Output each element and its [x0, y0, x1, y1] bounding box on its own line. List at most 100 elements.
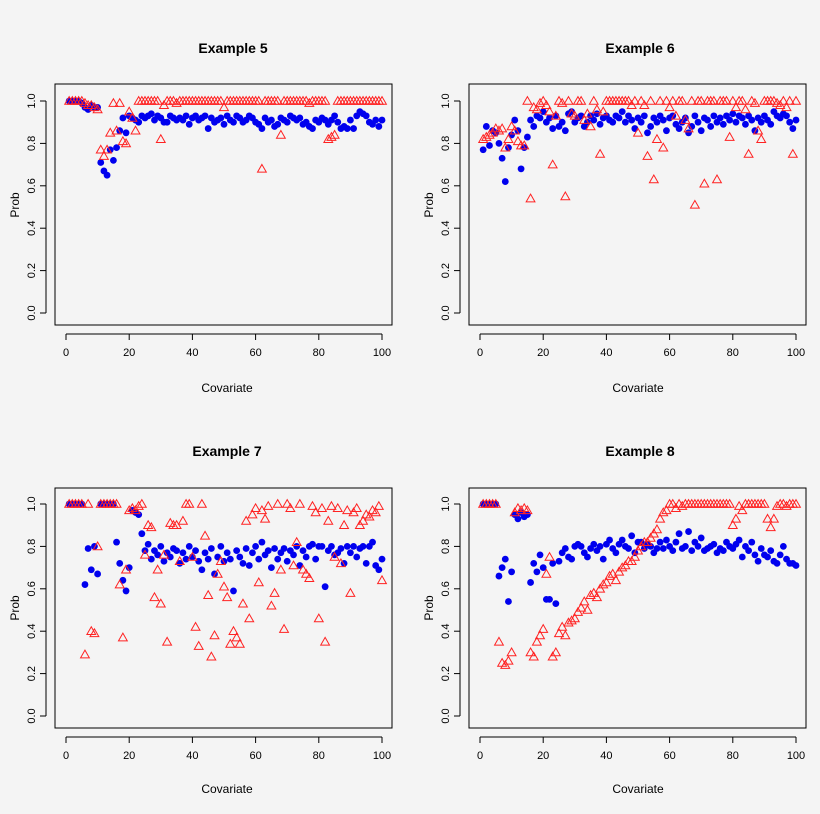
point-circle [144, 540, 152, 548]
point-triangle [664, 101, 675, 112]
point-circle [546, 114, 553, 122]
point-triangle [569, 613, 581, 623]
point-triangle [218, 101, 230, 112]
point-circle [337, 545, 345, 552]
point-triangle [537, 623, 549, 633]
point-triangle [534, 97, 546, 107]
point-circle [258, 538, 266, 546]
point-triangle [234, 638, 246, 648]
point-circle [302, 553, 310, 561]
y-axis-label: Prob [422, 595, 436, 621]
point-triangle [104, 127, 116, 137]
point-triangle [92, 104, 103, 114]
y-tick-label: 0.6 [26, 178, 38, 193]
data-points [63, 95, 388, 179]
point-triangle [585, 589, 596, 599]
point-triangle [496, 123, 508, 133]
point-circle [527, 116, 534, 124]
point-circle [296, 114, 304, 122]
x-tick-label: 60 [663, 750, 675, 762]
point-circle [694, 543, 702, 550]
point-triangle [737, 504, 748, 515]
point-triangle [768, 513, 780, 523]
point-triangle [781, 500, 792, 510]
point-triangle [202, 589, 214, 599]
point-triangle [247, 509, 258, 519]
x-axis-label: Covariate [201, 782, 253, 796]
point-circle [773, 559, 781, 567]
point-circle [103, 171, 111, 179]
point-triangle [152, 564, 163, 574]
point-triangle [146, 521, 157, 532]
point-circle [236, 553, 244, 561]
point-triangle [221, 591, 233, 602]
point-triangle [193, 640, 204, 650]
point-circle [495, 572, 503, 580]
x-tick-label: 20 [123, 750, 135, 762]
point-circle [688, 547, 696, 555]
point-triangle [752, 125, 764, 135]
point-circle [726, 116, 734, 124]
point-circle [505, 598, 512, 605]
point-triangle [506, 646, 517, 657]
point-circle [81, 581, 89, 588]
point-circle [792, 562, 800, 569]
point-circle [97, 159, 105, 166]
point-triangle [610, 574, 622, 585]
point-circle [644, 129, 651, 137]
point-circle [596, 543, 604, 550]
point-triangle [215, 95, 227, 105]
point-circle [362, 559, 370, 567]
point-triangle [522, 95, 533, 105]
point-triangle [259, 513, 271, 523]
point-circle [656, 538, 664, 546]
point-circle [207, 545, 215, 552]
point-triangle [566, 615, 577, 625]
point-circle [309, 125, 316, 132]
point-circle [378, 116, 386, 124]
point-triangle [597, 579, 609, 589]
point-triangle [670, 110, 682, 120]
y-tick-label: 1.0 [440, 93, 452, 108]
point-circle [252, 543, 259, 550]
point-triangle [225, 638, 236, 648]
point-circle [226, 555, 234, 563]
point-circle [710, 540, 718, 548]
point-triangle [319, 636, 331, 646]
point-circle [716, 114, 724, 122]
point-triangle [667, 95, 679, 105]
point-circle [738, 114, 746, 122]
point-triangle [721, 95, 732, 105]
x-ticks: 0 20 40 60 80 100 [477, 736, 805, 762]
x-tick-label: 40 [186, 347, 198, 359]
y-tick-label: 0.8 [26, 539, 38, 554]
point-triangle [518, 140, 530, 150]
point-triangle [560, 190, 571, 201]
point-circle [599, 555, 607, 563]
point-circle [182, 112, 190, 120]
point-triangle [503, 655, 514, 665]
point-triangle [790, 95, 802, 105]
point-triangle [313, 613, 325, 623]
point-circle [719, 120, 727, 128]
point-triangle [240, 515, 252, 525]
point-circle [113, 538, 120, 546]
point-triangle [588, 95, 600, 105]
point-circle [135, 511, 143, 518]
point-circle [675, 530, 683, 538]
point-triangle [231, 632, 242, 642]
point-circle [530, 559, 538, 567]
y-ticks: 0.0 0.2 0.4 0.6 0.8 1.0 [26, 93, 47, 321]
point-triangle [136, 498, 148, 508]
point-circle [549, 559, 557, 567]
point-circle [482, 123, 490, 130]
x-tick-label: 80 [313, 750, 325, 762]
point-circle [116, 559, 124, 567]
y-tick-label: 0.8 [440, 539, 452, 554]
x-tick-label: 80 [727, 750, 739, 762]
point-triangle [616, 562, 628, 572]
point-triangle [294, 498, 306, 508]
point-triangle [256, 163, 268, 173]
point-circle [625, 545, 632, 552]
point-circle [192, 547, 199, 555]
